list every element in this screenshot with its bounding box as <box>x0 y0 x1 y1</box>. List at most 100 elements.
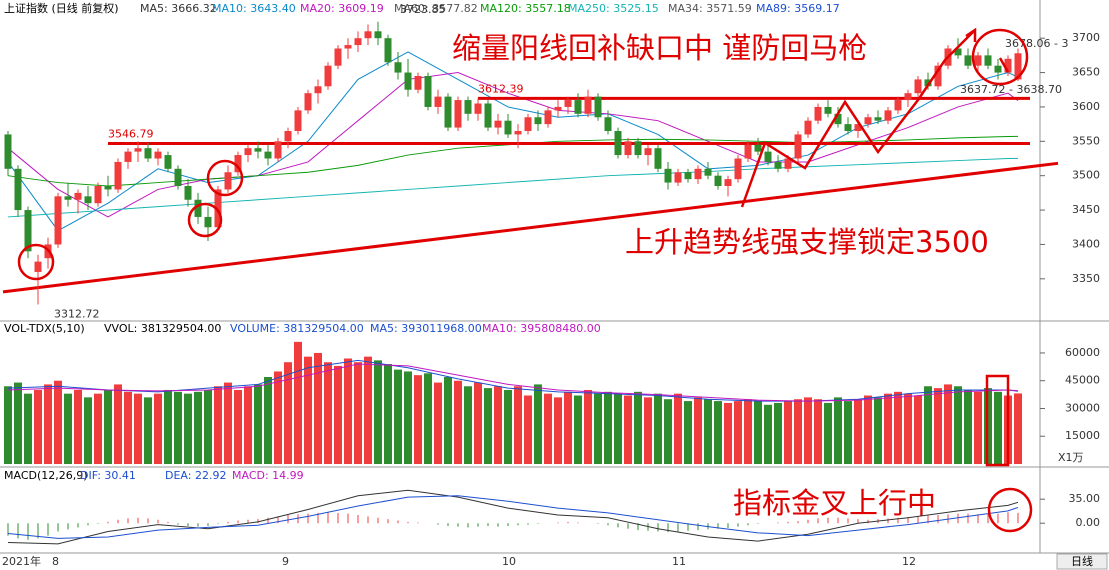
volume-bar <box>114 384 122 464</box>
candle-body <box>84 196 92 204</box>
candle-body <box>584 96 592 114</box>
candle-body <box>874 117 882 121</box>
volume-bar <box>544 393 552 464</box>
volume-bar <box>344 358 352 464</box>
candle-body <box>914 79 922 94</box>
candle-body <box>834 113 842 125</box>
candle-body <box>414 76 422 90</box>
candle-body <box>134 148 142 152</box>
ma-line <box>7 157 1019 218</box>
annotation: 缩量阳线回补缺口中 谨防回马枪 <box>452 31 867 65</box>
volume-bar <box>194 391 202 464</box>
volume-bar <box>744 399 752 464</box>
circle-highlight <box>971 28 1029 86</box>
candle-body <box>254 148 262 152</box>
indicator-label: DIF: 30.41 <box>80 469 136 482</box>
volume-bar <box>434 382 442 464</box>
candle-body <box>394 62 402 73</box>
indicator-label: DEA: 22.92 <box>165 469 226 482</box>
candle-body <box>64 196 72 200</box>
candle-body <box>924 79 932 87</box>
volume-bar <box>74 389 82 464</box>
candle-body <box>684 172 692 180</box>
volume-bar <box>444 377 452 464</box>
indicator-label: MACD(12,26,9) <box>4 469 88 482</box>
volume-bar <box>124 391 132 464</box>
volume-bar <box>64 393 72 464</box>
y-tick-label: 3550 <box>1072 134 1100 147</box>
volume-bar <box>174 391 182 464</box>
candle-body <box>564 100 572 107</box>
candle-body <box>504 120 512 135</box>
volume-bar <box>534 384 542 464</box>
candle-body <box>624 141 632 156</box>
x-tick-label: 2021年 <box>2 554 41 568</box>
candle-body <box>174 168 182 186</box>
volume-bar <box>854 399 862 464</box>
y-tick-label: 3400 <box>1072 237 1100 250</box>
annotation: 指标金叉上行中 <box>733 486 936 520</box>
x-tick-label: 8 <box>52 555 59 568</box>
candle-body <box>844 124 852 131</box>
indicator-label: MA20: 3609.19 <box>300 2 384 15</box>
x-tick-label: 12 <box>902 555 916 568</box>
volume-bar <box>814 399 822 464</box>
candle-body <box>34 261 42 272</box>
volume-bar <box>824 402 832 464</box>
period-label[interactable]: 日线 <box>1071 554 1093 568</box>
volume-bar <box>634 391 642 464</box>
candle-body <box>994 65 1002 73</box>
indicator-label: MACD: 14.99 <box>232 469 304 482</box>
volume-bar <box>574 395 582 464</box>
y-tick-label: 3700 <box>1072 31 1100 44</box>
volume-bar <box>584 389 592 464</box>
volume-bar <box>884 393 892 464</box>
volume-bar <box>704 399 712 464</box>
volume-bar <box>284 362 292 464</box>
candle-body <box>534 117 542 125</box>
candle-body <box>244 148 252 156</box>
volume-bar <box>154 393 162 464</box>
range-label: 3678.06 - 3 <box>1005 37 1068 50</box>
candle-body <box>704 168 712 176</box>
candle-body <box>954 48 962 56</box>
volume-bar <box>914 395 922 464</box>
y-tick-label: 60000 <box>1065 346 1100 359</box>
volume-bar <box>424 373 432 464</box>
circle-highlight <box>187 202 223 238</box>
volume-bar <box>694 397 702 464</box>
volume-bar <box>834 397 842 464</box>
candle-body <box>24 210 32 252</box>
level-label: 3546.79 <box>108 128 154 141</box>
candle-body <box>224 172 232 190</box>
period-button[interactable] <box>1056 553 1108 570</box>
candle-body <box>714 175 722 186</box>
candle-body <box>454 100 462 128</box>
x-tick-label: 11 <box>672 555 686 568</box>
candle-body <box>374 31 382 39</box>
candle-body <box>434 96 442 107</box>
volume-bar <box>454 380 462 464</box>
indicator-label: MA89: 3569.17 <box>756 2 840 15</box>
y-tick-label: 35.00 <box>1069 492 1101 505</box>
volume-bar <box>844 401 852 464</box>
candle-body <box>614 131 622 156</box>
candle-body <box>214 189 222 228</box>
candle-body <box>884 110 892 121</box>
candle-body <box>784 158 792 169</box>
indicator-label: VOLUME: 381329504.00 <box>230 322 364 335</box>
volume-bar <box>484 388 492 464</box>
volume-bar <box>604 391 612 464</box>
candle-body <box>934 65 942 87</box>
candle-body <box>544 110 552 125</box>
candle-body <box>284 131 292 142</box>
volume-bar <box>234 389 242 464</box>
indicator-label: MA5: 3666.32 <box>140 2 217 15</box>
candle-body <box>184 186 192 200</box>
candle-body <box>114 161 122 190</box>
volume-bar <box>264 377 272 464</box>
indicator-label: MA34: 3571.59 <box>668 2 752 15</box>
volume-bar <box>934 388 942 464</box>
